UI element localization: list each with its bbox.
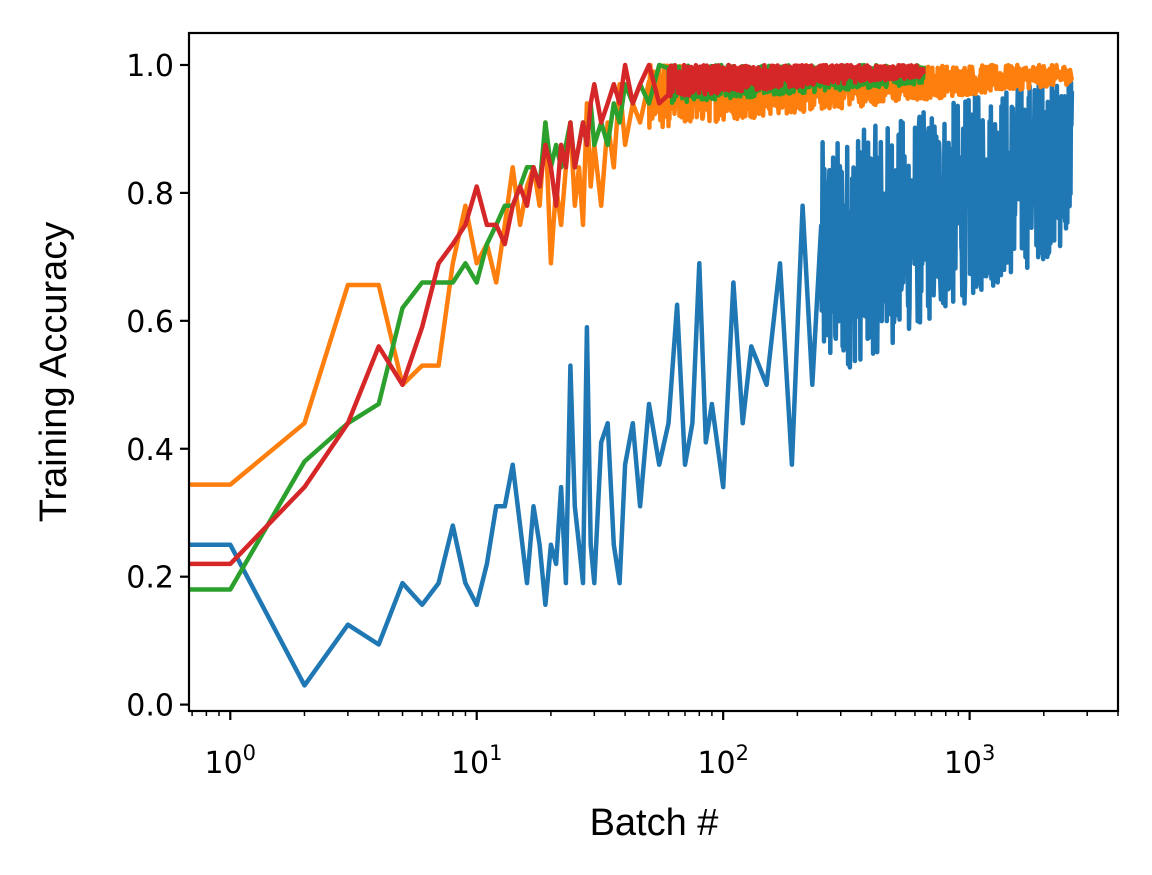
y-tick-label: 1.0	[126, 49, 174, 84]
y-tick-label: 0.4	[126, 433, 174, 468]
series-line-4	[189, 62, 926, 567]
y-tick-label: 0.2	[126, 561, 174, 596]
plot-frame	[187, 31, 1120, 713]
series-line-1	[189, 73, 1075, 688]
y-axis-label: Training Accuracy	[33, 222, 75, 523]
x-axis-ticks: 100 101 102 103	[191, 711, 1119, 781]
x-tick-label: 102	[697, 741, 749, 781]
y-axis-ticks: 0.0 0.2 0.4 0.6 0.8 1.0	[126, 49, 189, 724]
x-tick-label: 100	[204, 741, 256, 781]
x-tick-label: 101	[451, 741, 503, 781]
series-layer	[189, 62, 1075, 688]
x-axis-label: Batch #	[590, 802, 719, 844]
y-tick-label: 0.0	[126, 689, 174, 724]
y-tick-label: 0.8	[126, 177, 174, 212]
y-tick-label: 0.6	[126, 305, 174, 340]
x-tick-label: 103	[944, 741, 996, 781]
